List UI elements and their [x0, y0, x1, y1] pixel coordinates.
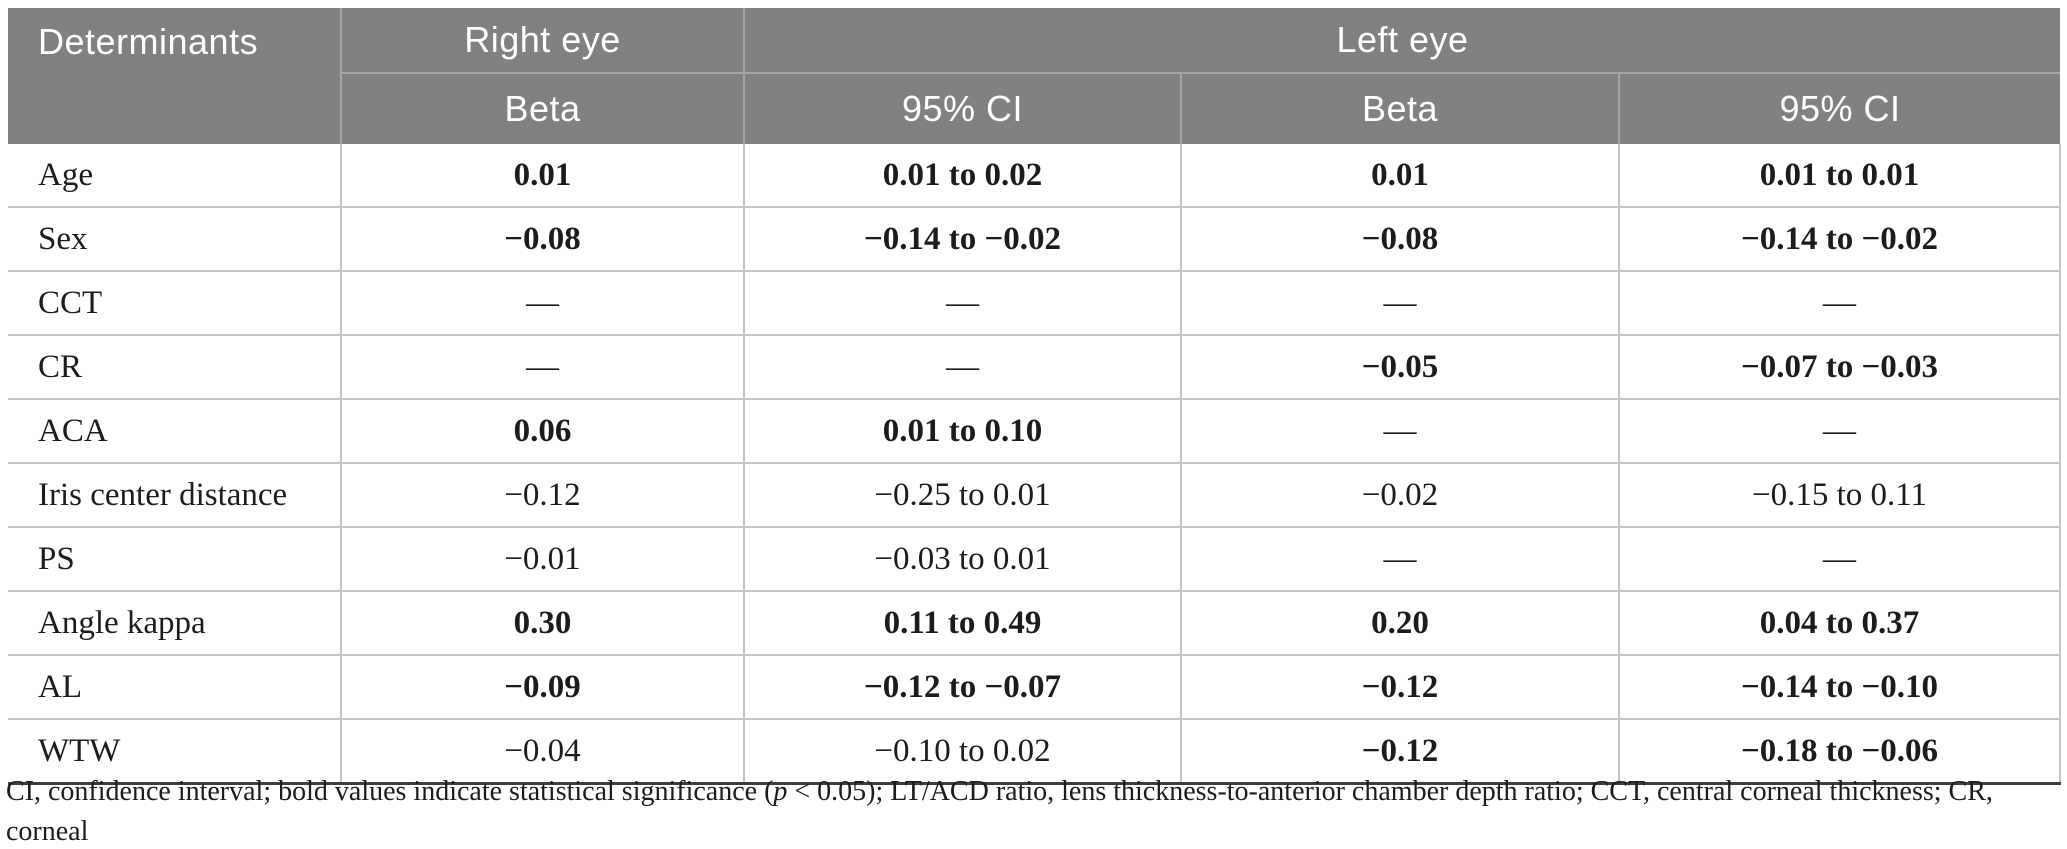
header-row-measures: Beta 95% CI Beta 95% CI [8, 73, 2061, 144]
cell-cr-left-beta: −0.05 [1181, 335, 1620, 400]
table-header: Determinants Right eye Left eye Beta 95%… [8, 8, 2061, 144]
row-label-ps: PS [8, 527, 342, 592]
cell-al-left-beta: −0.12 [1181, 655, 1620, 720]
row-label-sex: Sex [8, 207, 342, 272]
row-label-cr: CR [8, 335, 342, 400]
row-label-age: Age [8, 144, 342, 208]
cell-cr-left-ci: −0.07 to −0.03 [1619, 335, 2062, 400]
regression-table: Determinants Right eye Left eye Beta 95%… [8, 8, 2062, 785]
header-ci-right: 95% CI [744, 73, 1182, 144]
table-footnote: CI, confidence interval; bold values ind… [6, 772, 2061, 849]
cell-aca-right-beta: 0.06 [341, 399, 745, 464]
cell-ps-right-beta: −0.01 [341, 527, 745, 592]
row-label-angle-kappa: Angle kappa [8, 591, 342, 656]
cell-cr-right-beta: — [341, 335, 745, 400]
header-right-eye: Right eye [341, 8, 745, 74]
cell-age-right-beta: 0.01 [341, 144, 745, 208]
row-label-iris-center-distance: Iris center distance [8, 463, 342, 528]
cell-cct-right-ci: — [744, 271, 1182, 336]
cell-kappa-left-ci: 0.04 to 0.37 [1619, 591, 2062, 656]
footnote-line1-pre: CI, confidence interval; bold values ind… [6, 776, 774, 807]
cell-iris-right-beta: −0.12 [341, 463, 745, 528]
cell-aca-right-ci: 0.01 to 0.10 [744, 399, 1182, 464]
cell-al-right-beta: −0.09 [341, 655, 745, 720]
header-left-eye: Left eye [744, 8, 2061, 74]
cell-kappa-right-beta: 0.30 [341, 591, 745, 656]
table-row: Angle kappa 0.30 0.11 to 0.49 0.20 0.04 … [8, 591, 2062, 656]
cell-iris-right-ci: −0.25 to 0.01 [744, 463, 1182, 528]
table-body: Age 0.01 0.01 to 0.02 0.01 0.01 to 0.01 … [8, 144, 2062, 785]
table-row: Age 0.01 0.01 to 0.02 0.01 0.01 to 0.01 [8, 144, 2062, 208]
cell-sex-right-ci: −0.14 to −0.02 [744, 207, 1182, 272]
cell-age-left-ci: 0.01 to 0.01 [1619, 144, 2062, 208]
cell-aca-left-beta: — [1181, 399, 1620, 464]
row-label-cct: CCT [8, 271, 342, 336]
header-beta-right: Beta [341, 73, 745, 144]
table-row: WTW −0.04 −0.10 to 0.02 −0.12 −0.18 to −… [8, 719, 2062, 785]
cell-age-right-ci: 0.01 to 0.02 [744, 144, 1182, 208]
table-row: CR — — −0.05 −0.07 to −0.03 [8, 335, 2062, 400]
row-label-wtw: WTW [8, 719, 342, 785]
table-row: Sex −0.08 −0.14 to −0.02 −0.08 −0.14 to … [8, 207, 2062, 272]
cell-aca-left-ci: — [1619, 399, 2062, 464]
cell-cct-right-beta: — [341, 271, 745, 336]
cell-al-left-ci: −0.14 to −0.10 [1619, 655, 2062, 720]
cell-wtw-left-beta: −0.12 [1181, 719, 1620, 785]
cell-ps-right-ci: −0.03 to 0.01 [744, 527, 1182, 592]
cell-ps-left-ci: — [1619, 527, 2062, 592]
header-determinants: Determinants [8, 8, 342, 144]
table-row: CCT — — — — [8, 271, 2062, 336]
header-ci-left: 95% CI [1619, 73, 2061, 144]
table-row: Iris center distance −0.12 −0.25 to 0.01… [8, 463, 2062, 528]
cell-ps-left-beta: — [1181, 527, 1620, 592]
cell-age-left-beta: 0.01 [1181, 144, 1620, 208]
cell-iris-left-beta: −0.02 [1181, 463, 1620, 528]
cell-wtw-left-ci: −0.18 to −0.06 [1619, 719, 2062, 785]
cell-sex-right-beta: −0.08 [341, 207, 745, 272]
cell-wtw-right-ci: −0.10 to 0.02 [744, 719, 1182, 785]
footnote-line1-post: < 0.05); LT/ACD ratio, lens thickness-to… [6, 776, 1993, 847]
cell-iris-left-ci: −0.15 to 0.11 [1619, 463, 2062, 528]
cell-sex-left-beta: −0.08 [1181, 207, 1620, 272]
row-label-aca: ACA [8, 399, 342, 464]
cell-cct-left-beta: — [1181, 271, 1620, 336]
cell-sex-left-ci: −0.14 to −0.02 [1619, 207, 2062, 272]
table-row: AL −0.09 −0.12 to −0.07 −0.12 −0.14 to −… [8, 655, 2062, 720]
cell-wtw-right-beta: −0.04 [341, 719, 745, 785]
cell-kappa-right-ci: 0.11 to 0.49 [744, 591, 1182, 656]
header-row-eyes: Determinants Right eye Left eye [8, 8, 2061, 144]
header-beta-left: Beta [1181, 73, 1620, 144]
cell-al-right-ci: −0.12 to −0.07 [744, 655, 1182, 720]
cell-kappa-left-beta: 0.20 [1181, 591, 1620, 656]
table-row: ACA 0.06 0.01 to 0.10 — — [8, 399, 2062, 464]
row-label-al: AL [8, 655, 342, 720]
footnote-line-1: CI, confidence interval; bold values ind… [6, 772, 2061, 849]
footnote-p-italic: p [773, 776, 788, 807]
table-row: PS −0.01 −0.03 to 0.01 — — [8, 527, 2062, 592]
cell-cr-right-ci: — [744, 335, 1182, 400]
cell-cct-left-ci: — [1619, 271, 2062, 336]
